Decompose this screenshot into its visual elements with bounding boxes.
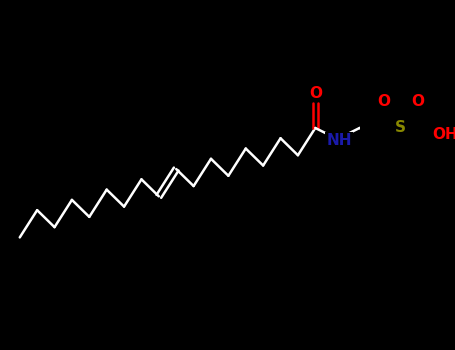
Text: O: O	[411, 93, 425, 108]
Text: O: O	[309, 86, 322, 101]
Text: OH: OH	[432, 127, 455, 142]
Text: NH: NH	[326, 133, 352, 148]
Text: O: O	[377, 93, 390, 108]
Text: S: S	[395, 120, 406, 135]
